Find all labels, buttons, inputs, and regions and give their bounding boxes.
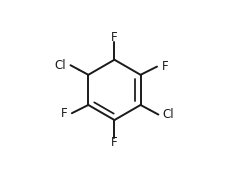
Text: F: F — [61, 107, 67, 120]
Text: F: F — [111, 136, 118, 149]
Text: F: F — [161, 60, 168, 73]
Text: Cl: Cl — [55, 59, 66, 72]
Text: Cl: Cl — [163, 108, 174, 121]
Text: F: F — [111, 31, 118, 44]
